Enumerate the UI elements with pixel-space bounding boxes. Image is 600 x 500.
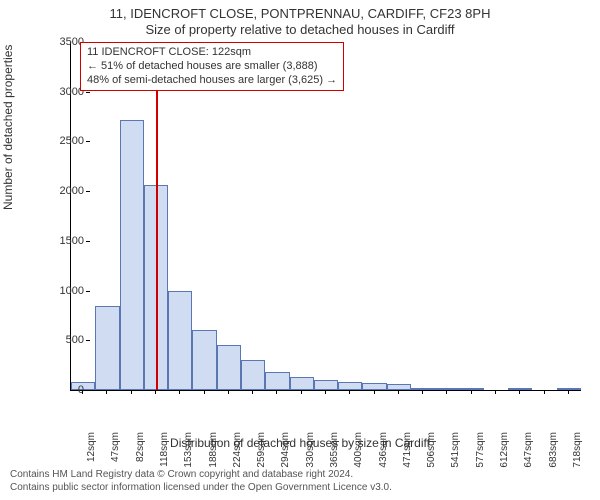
annotation-box: 11 IDENCROFT CLOSE: 122sqm ← 51% of deta… [80,42,344,91]
histogram-bar [338,382,362,390]
x-tick-mark [495,390,496,394]
x-tick-mark [349,390,350,394]
histogram-bar [290,377,314,390]
histogram-bar [192,330,216,390]
histogram-bar [435,388,459,390]
histogram-bar [265,372,289,390]
figure-container: 11, IDENCROFT CLOSE, PONTPRENNAU, CARDIF… [0,0,600,500]
x-tick-mark [252,390,253,394]
y-tick-label: 0 [44,384,84,396]
footer-line2: Contains public sector information licen… [10,482,392,495]
histogram-bar [387,384,411,390]
histogram-bar [217,345,241,390]
y-tick-label: 3000 [44,86,84,98]
x-tick-mark [446,390,447,394]
x-tick-mark [422,390,423,394]
histogram-bar [168,291,192,390]
histogram-bar [362,383,386,390]
y-tick-label: 2500 [44,135,84,147]
x-tick-mark [155,390,156,394]
x-axis-label: Distribution of detached houses by size … [0,436,600,450]
y-tick-label: 2000 [44,185,84,197]
x-tick-mark [301,390,302,394]
annotation-line1: 11 IDENCROFT CLOSE: 122sqm [87,46,337,60]
y-tick-label: 500 [44,334,84,346]
histogram-bar [314,380,338,390]
histogram-bar [557,388,581,390]
x-tick-mark [374,390,375,394]
property-marker [156,42,158,390]
x-tick-mark [519,390,520,394]
x-tick-mark [325,390,326,394]
x-tick-mark [106,390,107,394]
x-tick-mark [131,390,132,394]
x-tick-mark [204,390,205,394]
footer-attribution: Contains HM Land Registry data © Crown c… [10,469,392,494]
x-tick-mark [179,390,180,394]
histogram-bar [508,388,532,390]
histogram-bar [120,120,144,390]
y-axis-label: Number of detached properties [1,45,15,210]
x-tick-mark [82,390,83,394]
title-address: 11, IDENCROFT CLOSE, PONTPRENNAU, CARDIF… [0,6,600,21]
x-tick-mark [568,390,569,394]
x-tick-mark [471,390,472,394]
title-subtitle: Size of property relative to detached ho… [0,22,600,37]
histogram-bar [95,306,119,391]
y-tick-label: 3500 [44,36,84,48]
plot-area [70,42,581,391]
x-tick-mark [544,390,545,394]
x-tick-mark [228,390,229,394]
histogram-bar [411,388,435,390]
footer-line1: Contains HM Land Registry data © Crown c… [10,469,392,482]
x-tick-mark [276,390,277,394]
y-tick-label: 1500 [44,235,84,247]
annotation-line2: ← 51% of detached houses are smaller (3,… [87,60,337,74]
y-tick-label: 1000 [44,285,84,297]
histogram-bar [241,360,265,390]
chart-area [70,42,580,390]
x-tick-mark [398,390,399,394]
annotation-line3: 48% of semi-detached houses are larger (… [87,74,337,88]
histogram-bar [460,388,484,390]
